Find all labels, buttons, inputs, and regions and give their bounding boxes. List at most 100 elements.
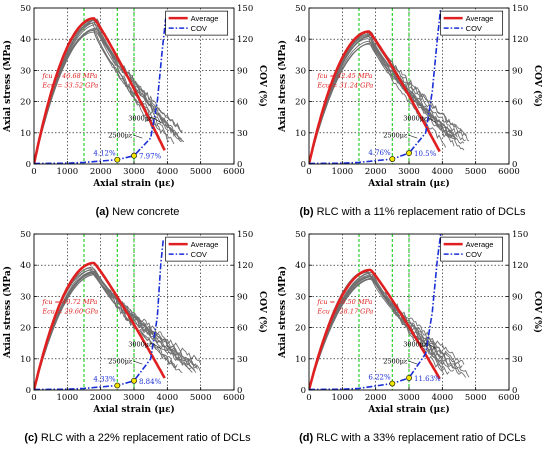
annotation-arrow-2500 [133,134,143,139]
x-tick-label: 6000 [223,167,245,177]
annotation-cov-3000: 10.5% [414,150,437,158]
y-tick-label: 50 [295,4,306,14]
average-curve [34,17,166,164]
annotation-cov-2500: 6.22% [368,374,391,382]
legend-label-cov: COV [466,250,482,259]
annotation-fc: fcu = 38.50 MPa [316,298,372,306]
annotation-ec: Ecu = 33.52 GPa [41,82,98,90]
y2-tick-label: 30 [512,355,523,365]
caption-d: (d) RLC with a 33% replacement ratio of … [275,432,550,444]
x-tick-label: 6000 [223,393,245,403]
y2-tick-label: 30 [237,355,248,365]
annotation-fc: fcu = 40.72 MPa [41,298,97,306]
specimen-curve [309,269,465,390]
y2-tick-label: 60 [512,98,523,108]
plot-series [34,239,202,390]
y2-axis-label: COV (%) [532,65,543,107]
annotation-arrow-3000 [153,343,161,349]
legend-box [165,236,229,262]
y-tick-label: 0 [301,160,306,170]
annotation-arrow-2500 [133,360,143,365]
specimen-curve [34,271,198,390]
cov-marker [406,375,412,381]
y2-tick-label: 120 [512,35,528,45]
y-tick-label: 0 [26,160,31,170]
x-tick-label: 3000 [398,393,420,403]
specimen-curve [34,30,161,164]
x-tick-label: 0 [306,167,311,177]
cov-marker [406,150,412,156]
annotation-strain-2500: 2500με [383,131,408,139]
legend-box [440,10,504,36]
y2-tick-label: 90 [512,292,523,302]
y-tick-label: 20 [20,98,31,108]
annotation-arrow-3000 [428,117,436,123]
annotation-ec: Ecu = 29.60 GPa [41,308,98,316]
x-tick-label: 6000 [498,393,520,403]
annotation-strain-2500: 2500με [108,131,133,139]
y-tick-label: 30 [20,292,31,302]
annotation-strain-3000: 3000με [403,340,428,348]
annotation-cov-3000: 8.84% [139,378,162,386]
caption-text-b: RLC with a 11% replacement ratio of DCLs [316,206,526,218]
x-axis-label: Axial strain (με) [367,178,450,189]
y2-tick-label: 30 [512,129,523,139]
y-tick-label: 0 [26,386,31,396]
y-tick-label: 20 [295,324,306,334]
legend-label-average: Average [466,240,494,249]
caption-text-c: RLC with a 22% replacement ratio of DCLs [40,432,251,444]
annotation-strain-2500: 2500με [383,357,408,365]
x-tick-label: 4000 [432,393,454,403]
x-tick-label: 2000 [365,393,387,403]
legend-label-cov: COV [191,24,207,33]
specimen-curve [309,33,455,164]
annotation-cov-2500: 4.33% [93,375,116,383]
y-tick-label: 50 [20,4,31,14]
x-tick-label: 4000 [157,167,179,177]
caption-letter-b: (b) [299,206,314,218]
y2-tick-label: 0 [237,386,242,396]
y2-tick-label: 60 [512,324,523,334]
cov-marker [131,377,137,384]
annotation-arrow-2500 [408,134,418,139]
y2-tick-label: 120 [237,261,253,271]
chart-svg-b: 0 1000 2000 3000 4000 5000 6000010203040500306… [277,4,543,189]
y-tick-label: 20 [295,98,306,108]
annotation-ec: Ecu = 31.24 GPa [316,82,373,90]
caption-text-a: New concrete [112,206,180,218]
annotation-arrow-3000 [428,343,436,349]
caption-letter-d: (d) [299,432,314,444]
y2-axis-label: COV (%) [532,291,543,333]
y-axis-label: Axial stress (MPa) [277,266,288,359]
cov-marker [389,380,396,387]
annotation-arrow-3000 [153,117,161,123]
annotation-strain-3000: 3000με [128,340,153,348]
legend-label-average: Average [466,14,494,23]
x-tick-label: 4000 [157,393,179,403]
y-tick-label: 40 [20,261,31,271]
x-tick-label: 1000 [332,167,354,177]
annotation-cov-3000: 11.63% [414,375,441,383]
legend-box [165,10,229,36]
chart-panel-b: 0 1000 2000 3000 4000 5000 6000 0 10 20 30 40 50 0 30 6… [275,0,550,225]
y2-tick-label: 120 [512,261,528,271]
specimen-curve [309,31,470,164]
specimen-curve [34,268,197,390]
specimen-curve [309,34,457,164]
caption-a: (a) New concrete [0,206,275,218]
specimen-curve [309,40,447,164]
x-tick-label: 3000 [398,167,420,177]
y-axis-label: Axial stress (MPa) [2,266,13,359]
y-tick-label: 50 [295,230,306,240]
y-tick-label: 10 [295,355,306,365]
average-curve [34,261,166,390]
x-tick-label: 3000 [123,393,145,403]
cov-marker [131,152,137,159]
y2-tick-label: 0 [512,160,517,170]
x-tick-label: 0 [306,393,311,403]
plot-series [34,17,185,164]
y2-tick-label: 90 [237,66,248,76]
